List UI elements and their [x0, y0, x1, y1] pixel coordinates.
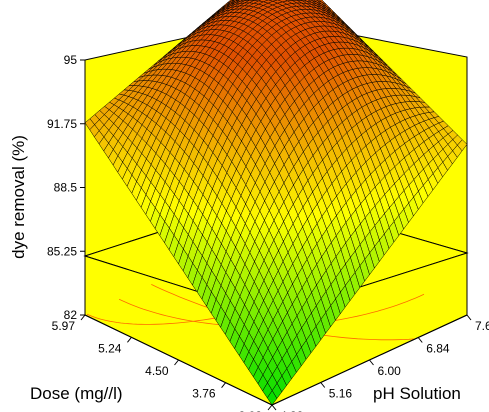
- x-tick-mark: [267, 404, 273, 411]
- z-tick-label: 88.5: [54, 181, 78, 195]
- x-tick-label: 3.03: [239, 409, 263, 412]
- x-tick-mark: [127, 337, 132, 343]
- x-tick-label: 5.97: [52, 319, 76, 333]
- y-ticks: 4.32 5.16 6.00 6.84 7.68: [271, 314, 489, 412]
- y-tick-mark: [320, 382, 326, 388]
- y-axis-title: pH Solution: [373, 384, 461, 403]
- z-axis-title: dye removal (%): [9, 135, 28, 259]
- z-tick-label: 82: [64, 308, 78, 322]
- x-tick-label: 3.76: [192, 387, 216, 401]
- y-tick-label: 6.84: [426, 342, 450, 356]
- y-tick-mark: [369, 359, 374, 366]
- response-surface: [84, 0, 468, 406]
- x-axis-title: Dose (mg//l): [30, 384, 123, 403]
- y-tick-mark: [417, 337, 423, 343]
- x-tick-label: 5.24: [98, 341, 122, 355]
- y-tick-label: 5.16: [329, 387, 353, 401]
- y-tick-mark: [271, 404, 277, 411]
- x-ticks: 3.03 3.76 4.50 5.24 5.97: [52, 314, 273, 412]
- x-tick-label: 4.50: [145, 364, 169, 378]
- z-tick-label: 95: [64, 53, 78, 67]
- x-tick-mark: [174, 359, 179, 366]
- y-tick-mark: [466, 314, 472, 321]
- surface-cell: [266, 390, 278, 406]
- x-tick-mark: [80, 314, 86, 321]
- x-tick-mark: [221, 382, 226, 388]
- y-tick-label: 6.00: [378, 364, 402, 378]
- z-ticks: 82 85.25 88.5 91.75 95: [47, 53, 85, 322]
- y-tick-label: 7.68: [475, 319, 489, 333]
- y-tick-label: 4.32: [280, 409, 304, 412]
- z-tick-label: 91.75: [47, 117, 77, 131]
- z-tick-label: 85.25: [47, 244, 77, 258]
